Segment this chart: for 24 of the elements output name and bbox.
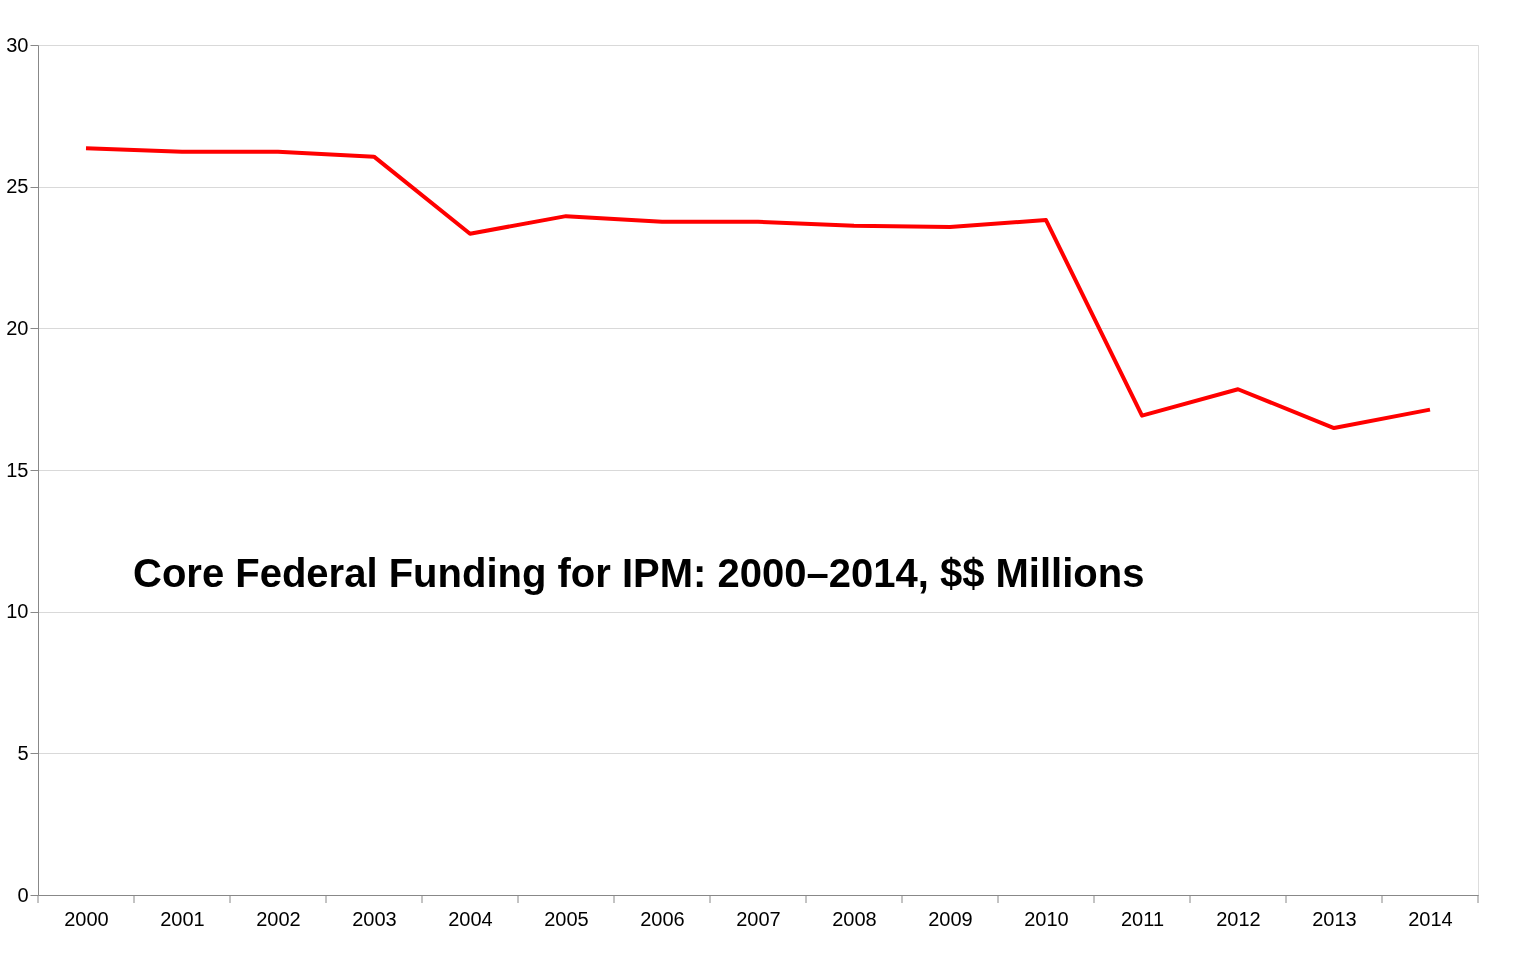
x-tick-label: 2006 xyxy=(640,907,685,930)
x-tick-label: 2012 xyxy=(1216,907,1261,930)
x-tick-label: 2007 xyxy=(736,907,781,930)
y-tick-label: 20 xyxy=(6,316,29,339)
x-tick-label: 2003 xyxy=(352,907,397,930)
x-tick-label: 2008 xyxy=(832,907,877,930)
x-tick-label: 2013 xyxy=(1312,907,1357,930)
x-tick-label: 2000 xyxy=(64,907,109,930)
x-tick-label: 2002 xyxy=(256,907,301,930)
x-tick-label: 2005 xyxy=(544,907,589,930)
x-tick-label: 2010 xyxy=(1024,907,1069,930)
y-tick-label: 30 xyxy=(6,33,29,56)
text: Core Federal Funding for IPM: 2000–2014, $$ Millions xyxy=(133,551,1145,595)
y-tick-label: 0 xyxy=(17,883,29,906)
x-tick-label: 2009 xyxy=(928,907,973,930)
y-tick-label: 10 xyxy=(6,600,29,623)
x-tick-label: 2014 xyxy=(1408,907,1453,930)
y-tick-label: 25 xyxy=(6,175,29,198)
x-tick-label: 2011 xyxy=(1120,907,1165,930)
x-tick-label: 2004 xyxy=(448,907,493,930)
y-tick-label: 5 xyxy=(17,741,29,764)
y-tick-label: 15 xyxy=(6,458,29,481)
x-tick-label: 2001 xyxy=(160,907,205,930)
line-series xyxy=(84,146,1432,431)
